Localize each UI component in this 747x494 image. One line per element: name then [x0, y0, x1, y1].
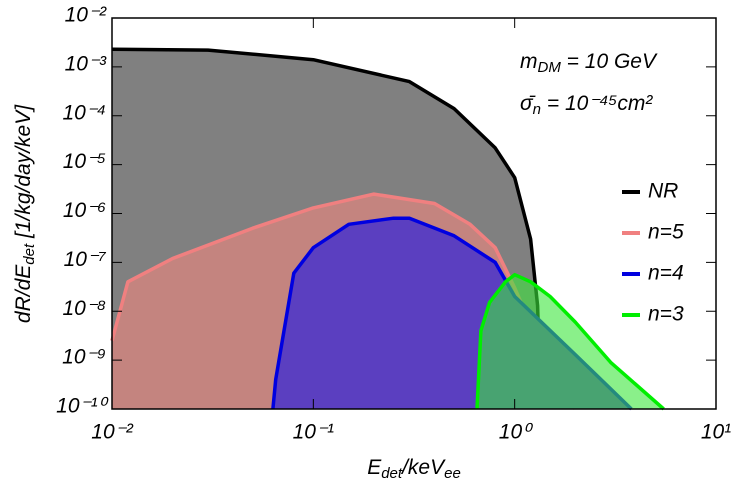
area-fill: [476, 274, 664, 409]
annotation-text: σ̄: [520, 92, 536, 115]
x-tick-label: 10¹: [701, 421, 731, 444]
y-tick-label: 10⁻⁶: [63, 199, 106, 222]
line: [111, 47, 543, 410]
x-axis-label: Edet/keVee: [367, 456, 461, 482]
y-tick-label: 10⁻³: [65, 52, 107, 75]
y-tick-label: 10⁻¹⁰: [56, 395, 109, 418]
label-text: E: [367, 456, 382, 479]
y-tick-label: 10⁻⁴: [62, 101, 106, 124]
y-tick-label: 10⁻⁷: [64, 248, 107, 271]
annotation-text: DM: [538, 59, 562, 76]
y-tick-label: 10⁻⁹: [62, 346, 106, 369]
label-text: [1/kg/day/keV]: [12, 104, 35, 244]
annotation-text: m: [520, 50, 538, 73]
label-text: det: [21, 243, 38, 265]
legend-label: n=4: [648, 262, 684, 285]
label-text: det: [381, 465, 403, 482]
label-text: /keV: [400, 456, 446, 479]
annotation-text: = 10⁻⁴⁵cm²: [541, 92, 653, 115]
y-tick-label: 10⁻⁸: [62, 297, 106, 320]
x-tick-label: 10⁻²: [91, 421, 133, 444]
y-tick-label: 10⁻⁵: [63, 150, 106, 173]
legend-label: n=3: [648, 303, 684, 326]
annotation-text: n: [533, 101, 541, 118]
annotation: mDM = 10 GeV: [520, 50, 658, 76]
label-text: dR/dE: [12, 264, 35, 323]
annotation: σ̄n = 10⁻⁴⁵cm²: [520, 92, 653, 118]
y-axis-label: dR/dEdet [1/kg/day/keV]: [12, 104, 38, 323]
label-text: ee: [444, 465, 461, 482]
y-tick-label: 10⁻²: [65, 4, 107, 27]
legend-label: n=5: [648, 221, 684, 244]
plot-area: [110, 47, 665, 411]
line: [475, 272, 665, 411]
x-tick-label: 10⁰: [499, 421, 534, 444]
x-tick-label: 10⁻¹: [293, 421, 334, 444]
legend-label: NR: [648, 180, 678, 203]
annotation-text: = 10 GeV: [561, 50, 658, 73]
